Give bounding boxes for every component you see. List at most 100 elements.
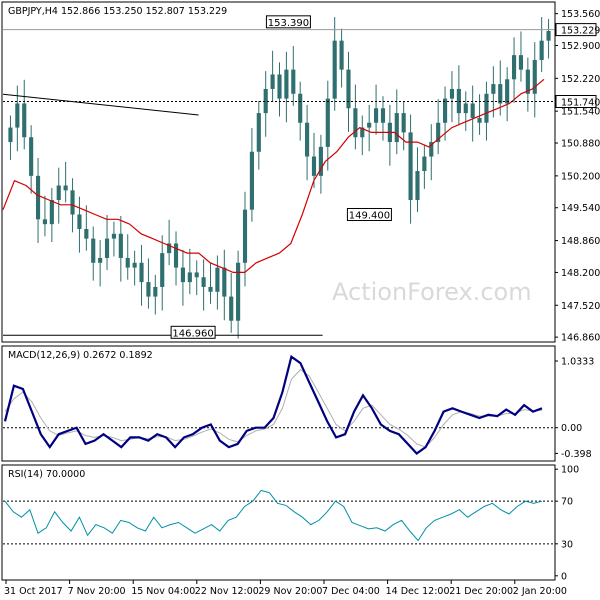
candle-body bbox=[222, 267, 227, 297]
candle-body bbox=[291, 69, 296, 94]
candle-body bbox=[346, 69, 351, 109]
price-lines bbox=[2, 29, 554, 336]
price-y-tick-label: 152.900 bbox=[561, 41, 600, 52]
macd-panel-frame bbox=[1, 345, 556, 462]
candle-body bbox=[367, 122, 372, 128]
price-candles bbox=[8, 17, 551, 339]
rsi-grid bbox=[3, 500, 554, 545]
candle-body bbox=[470, 103, 475, 118]
candle-body bbox=[318, 146, 323, 176]
candle-body bbox=[532, 59, 537, 94]
candle-body bbox=[242, 209, 248, 263]
candle-body bbox=[249, 151, 254, 210]
macd-series bbox=[3, 354, 543, 455]
annotation-box bbox=[346, 207, 392, 221]
candle-body bbox=[77, 214, 82, 229]
candle-body bbox=[477, 117, 482, 123]
x-tick-label: 29 Nov 20:00 bbox=[258, 586, 322, 597]
candle-body bbox=[160, 253, 165, 287]
candle-body bbox=[208, 286, 213, 292]
x-tick-label: 31 Oct 2017 bbox=[4, 586, 63, 597]
candle-body bbox=[415, 171, 420, 201]
candle-body bbox=[91, 238, 96, 263]
rsi-y-axis: 100 70 30 0 bbox=[555, 465, 579, 582]
candle-body bbox=[436, 122, 441, 143]
candle-body bbox=[298, 93, 303, 123]
candle-body bbox=[139, 262, 144, 283]
macd-signal-line bbox=[4, 368, 543, 448]
candle-body bbox=[401, 113, 406, 133]
candle-body bbox=[443, 98, 448, 123]
x-tick-label: 7 Nov 20:00 bbox=[68, 586, 126, 597]
price-y-tick-label: 148.860 bbox=[561, 236, 600, 247]
price-y-tick-label: 146.860 bbox=[561, 333, 600, 344]
x-axis: 31 Oct 2017 7 Nov 20:00 15 Nov 04:00 22 Nov… bbox=[4, 580, 567, 597]
annotation-label: 149.400 bbox=[349, 210, 390, 221]
price-y-tick-label: 151.540 bbox=[561, 107, 600, 118]
candle-body bbox=[505, 79, 510, 104]
current-price-label: 153.229 bbox=[561, 26, 600, 37]
trendline bbox=[2, 93, 199, 116]
candle-body bbox=[325, 98, 330, 147]
rsi-y-tick-label: 0 bbox=[561, 571, 567, 582]
price-annotations: 153.229 151.740 153.390 149.400 146.960 bbox=[170, 15, 600, 339]
price-y-tick-label: 148.200 bbox=[561, 268, 600, 279]
candle-body bbox=[63, 185, 68, 191]
candle-body bbox=[463, 103, 468, 114]
candle-body bbox=[332, 40, 337, 99]
macd-y-axis: 1.0333 0.00 -0.398 bbox=[555, 356, 594, 460]
candle-body bbox=[484, 93, 489, 123]
candle-body bbox=[491, 84, 496, 94]
candle-body bbox=[236, 262, 241, 321]
candle-body bbox=[49, 200, 54, 225]
rsi-y-tick-label: 100 bbox=[561, 465, 579, 476]
candle-body bbox=[498, 84, 503, 104]
candle-body bbox=[70, 190, 75, 215]
candle-body bbox=[305, 122, 310, 157]
candle-body bbox=[42, 219, 48, 225]
candle-body bbox=[15, 103, 20, 128]
price-y-tick-label: 147.520 bbox=[561, 301, 600, 312]
candle-body bbox=[539, 40, 544, 60]
candle-body bbox=[380, 108, 386, 123]
candle-body bbox=[456, 88, 461, 114]
rsi-line bbox=[4, 489, 543, 542]
candle-body bbox=[229, 296, 234, 321]
x-tick-label: 14 Dec 12:00 bbox=[386, 586, 450, 597]
candle-body bbox=[374, 108, 379, 123]
x-tick-label: 7 Dec 04:00 bbox=[322, 586, 380, 597]
price-y-tick-label: 153.560 bbox=[561, 9, 600, 20]
x-tick-label: 21 Dec 20:00 bbox=[449, 586, 513, 597]
x-tick-label: 2 Jan 20:00 bbox=[513, 586, 567, 597]
candle-body bbox=[284, 69, 289, 99]
current-price-box bbox=[555, 23, 597, 37]
candle-body bbox=[339, 40, 344, 70]
candle-body bbox=[518, 55, 524, 70]
candle-body bbox=[98, 257, 103, 263]
annotation-box bbox=[265, 15, 311, 29]
moving-average-line bbox=[2, 78, 545, 273]
candle-body bbox=[422, 156, 427, 172]
price-y-axis: 153.560 152.900 152.220 151.540 150.880 150.2… bbox=[555, 9, 600, 344]
macd-y-tick-label: -0.398 bbox=[561, 449, 592, 460]
annotation-label: 146.960 bbox=[172, 328, 213, 339]
candle-body bbox=[256, 113, 261, 152]
price-y-tick-label: 152.220 bbox=[561, 74, 600, 85]
candle-body bbox=[187, 272, 192, 283]
macd-line bbox=[3, 354, 543, 455]
candle-body bbox=[277, 74, 282, 99]
candle-body bbox=[153, 286, 158, 297]
candle-body bbox=[449, 88, 455, 99]
price-moving-average bbox=[2, 78, 545, 273]
candle-body bbox=[215, 267, 220, 292]
price-y-tick-label: 150.880 bbox=[561, 139, 600, 150]
candle-body bbox=[8, 127, 13, 143]
candle-body bbox=[353, 108, 358, 138]
candle-body bbox=[22, 103, 27, 138]
rsi-header: RSI(14) 70.0000 bbox=[8, 469, 85, 480]
candle-body bbox=[201, 277, 206, 287]
level-price-box bbox=[555, 95, 597, 109]
candle-body bbox=[546, 31, 551, 41]
x-tick-label: 22 Nov 12:00 bbox=[195, 586, 259, 597]
